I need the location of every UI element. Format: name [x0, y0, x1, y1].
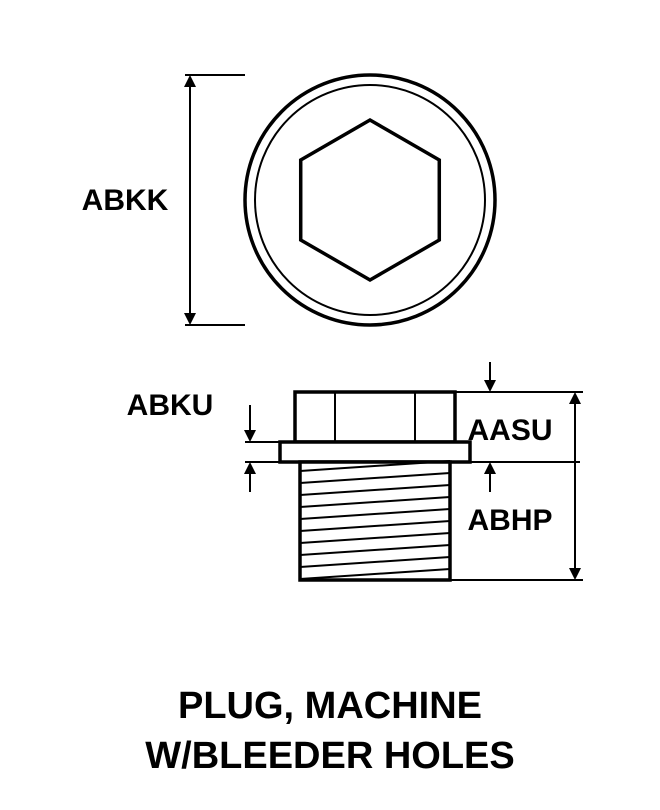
svg-text:ABKU: ABKU — [127, 389, 214, 422]
svg-text:ABKK: ABKK — [82, 184, 169, 217]
title-line-2: W/BLEEDER HOLES — [0, 735, 660, 778]
title-line-1: PLUG, MACHINE — [0, 685, 660, 728]
svg-text:AASU: AASU — [467, 414, 552, 447]
svg-text:ABHP: ABHP — [467, 504, 552, 537]
